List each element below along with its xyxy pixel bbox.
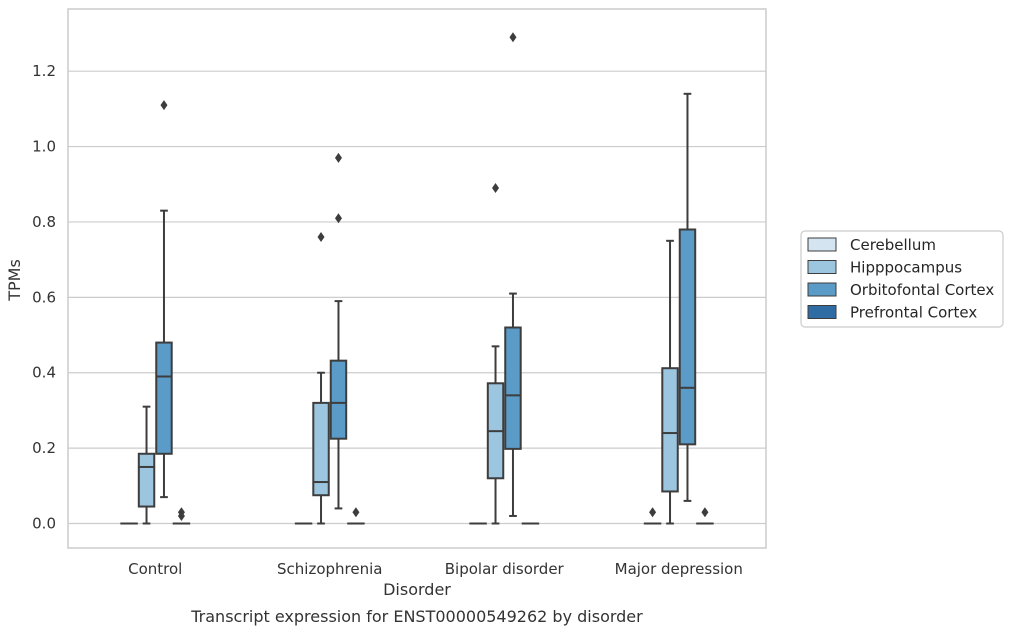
legend-label: Prefrontal Cortex	[850, 304, 977, 322]
x-tick-label: Bipolar disorder	[445, 560, 565, 578]
legend: Cerebellum Hipppocampus Orbitofontal Corte…	[800, 230, 1004, 328]
iqr-box	[661, 367, 679, 493]
legend-label: Orbitofontal Cortex	[850, 281, 994, 299]
box-orbitofontal-cortex	[678, 92, 697, 502]
y-tick-label: 0.2	[32, 439, 56, 457]
box-hipppocampus	[312, 232, 330, 525]
x-axis-label: Disorder	[383, 580, 451, 599]
y-tick-label: 1.2	[32, 62, 56, 80]
outlier-marker	[649, 507, 657, 518]
box-prefrontal-cortex	[172, 507, 191, 525]
iqr-box	[678, 228, 697, 446]
x-tick-label: Schizophrenia	[277, 560, 382, 578]
y-axis-label: TPMs	[5, 259, 24, 302]
outlier-marker	[160, 100, 168, 111]
x-axis-ticks: Control Schizophrenia Bipolar disorder Majo…	[128, 560, 743, 578]
y-axis-ticks: 0.0 0.2 0.4 0.6 0.8 1.0 1.2	[32, 62, 56, 532]
y-tick-label: 0.4	[32, 364, 56, 382]
outlier-marker	[492, 183, 500, 194]
y-tick-label: 0.6	[32, 288, 56, 306]
legend-swatch	[807, 282, 837, 297]
outlier-marker	[509, 32, 517, 43]
box-cerebellum	[643, 507, 662, 525]
box-hipppocampus	[486, 183, 505, 525]
box-prefrontal-cortex	[696, 507, 714, 525]
legend-label: Hipppocampus	[850, 259, 962, 277]
x-tick-label: Major depression	[615, 560, 743, 578]
x-tick-label: Control	[128, 560, 182, 578]
iqr-box	[312, 401, 330, 497]
outlier-marker	[334, 213, 342, 224]
legend-frame	[800, 230, 1004, 328]
box-prefrontal-cortex	[347, 507, 365, 525]
plot-frame	[67, 8, 767, 549]
outlier-marker	[317, 232, 325, 243]
legend-swatch	[807, 305, 837, 319]
box-hipppocampus	[661, 239, 679, 525]
legend-swatch	[807, 260, 837, 274]
box-hipppocampus	[137, 405, 156, 525]
grid-lines	[68, 70, 766, 525]
boxes-layer	[120, 32, 714, 525]
box-orbitofontal-cortex	[504, 32, 522, 517]
iqr-box	[137, 452, 156, 508]
iqr-box	[155, 341, 173, 455]
outlier-marker	[352, 507, 360, 518]
y-tick-label: 0.0	[32, 515, 56, 533]
outlier-marker	[701, 507, 709, 518]
outlier-marker	[334, 152, 342, 163]
legend-swatch	[807, 237, 837, 252]
y-tick-label: 1.0	[32, 138, 56, 156]
outlier-marker	[177, 507, 185, 518]
iqr-box	[329, 359, 348, 440]
chart-caption: Transcript expression for ENST0000054926…	[190, 607, 643, 626]
box-orbitofontal-cortex	[329, 152, 348, 510]
iqr-box	[504, 326, 522, 450]
legend-label: Cerebellum	[850, 236, 936, 254]
box-orbitofontal-cortex	[155, 100, 173, 499]
y-tick-label: 0.8	[32, 213, 56, 231]
